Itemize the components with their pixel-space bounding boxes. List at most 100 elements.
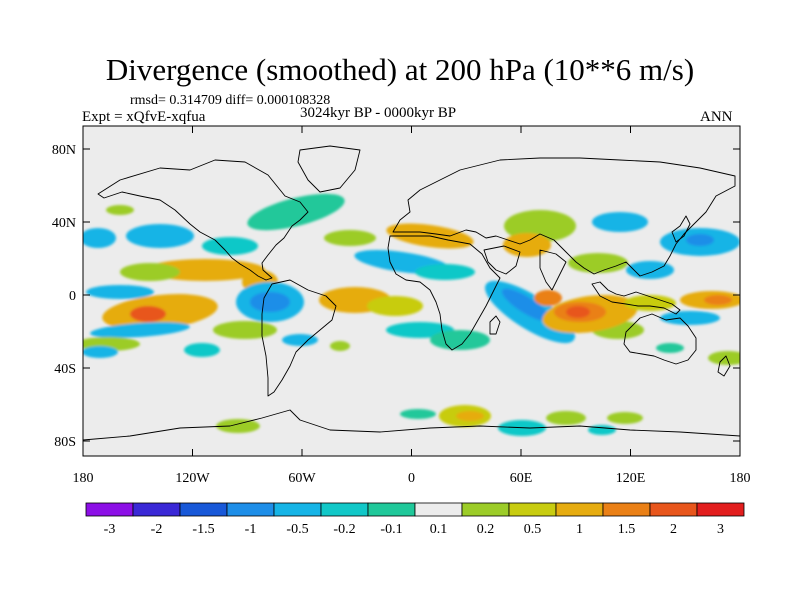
colorbar — [85, 502, 745, 517]
field-patch — [534, 290, 562, 306]
field-patch — [83, 228, 116, 248]
lon-label-180e: 180 — [730, 471, 751, 486]
field-patch — [430, 330, 490, 350]
field-patch — [503, 233, 551, 257]
season-label: ANN — [700, 109, 733, 125]
rmsd-diff-stats: rmsd= 0.314709 diff= 0.000108328 — [130, 93, 331, 108]
colorbar-box — [508, 502, 557, 517]
lon-label-180w: 180 — [73, 471, 94, 486]
lon-label-120w: 120W — [175, 471, 210, 486]
field-patch — [568, 253, 628, 273]
colorbar-label: 2 — [670, 522, 677, 537]
colorbar-box — [85, 502, 134, 517]
coast-arabia — [483, 245, 521, 275]
colorbar-box — [367, 502, 416, 517]
field-patch — [90, 322, 190, 338]
field-patch — [202, 237, 258, 255]
field-patch — [592, 212, 648, 232]
colorbar-label: -2 — [151, 522, 163, 537]
field-patch — [546, 411, 586, 425]
field-patch — [86, 285, 154, 299]
colorbar-label: -1.5 — [192, 522, 214, 537]
field-patch — [626, 261, 674, 279]
field-patch — [213, 321, 277, 339]
field-patch — [456, 411, 484, 421]
field-patch — [184, 343, 220, 357]
field-patch — [330, 341, 350, 351]
field-patch — [367, 296, 423, 316]
colorbar-box — [649, 502, 698, 517]
coast-maritime-continent — [591, 281, 681, 315]
lat-label-40s: 40S — [54, 362, 76, 377]
colorbar-box — [555, 502, 604, 517]
colorbar-label: 1 — [576, 522, 583, 537]
field-patch — [686, 234, 714, 246]
colorbar-label: -3 — [104, 522, 116, 537]
coast-madagascar — [489, 315, 501, 335]
colorbar-label: 0.2 — [477, 522, 495, 537]
field-patch — [216, 419, 260, 433]
colorbar-box — [696, 502, 745, 517]
experiment-label: Expt = xQfvE-xqfua — [82, 109, 206, 125]
field-patch — [126, 224, 194, 248]
colorbar-label: -1 — [245, 522, 257, 537]
coast-japan — [671, 215, 691, 243]
lon-ticks — [82, 126, 741, 456]
field-patch — [708, 351, 740, 365]
colorbar-label: -0.1 — [380, 522, 402, 537]
lon-label-60w: 60W — [288, 471, 316, 486]
coast-india — [539, 249, 567, 291]
period-label: 3024kyr BP - 0000kyr BP — [300, 105, 457, 121]
colorbar-label: 3 — [717, 522, 724, 537]
field-patch — [566, 306, 590, 318]
plot-title: Divergence (smoothed) at 200 hPa (10**6 … — [105, 52, 695, 87]
map-background — [83, 126, 740, 456]
coast-australia — [623, 313, 697, 365]
colorbar-box — [273, 502, 322, 517]
colorbar-box — [226, 502, 275, 517]
field-patch — [282, 334, 318, 346]
lon-label-60e: 60E — [510, 471, 533, 486]
coast-north-america — [97, 159, 309, 281]
colorbar-box — [461, 502, 510, 517]
field-patch — [588, 425, 616, 435]
coast-antarctica — [83, 409, 740, 441]
colorbar-box — [320, 502, 369, 517]
colorbar-box — [414, 502, 463, 517]
colorbar-box — [132, 502, 181, 517]
lat-ticks — [83, 148, 740, 442]
field-patch — [656, 343, 684, 353]
field-patch — [501, 288, 551, 322]
field-patch — [83, 346, 118, 358]
coast-greenland — [297, 145, 361, 193]
divergence-field — [83, 193, 740, 436]
field-patch — [106, 205, 134, 215]
lon-label-120e: 120E — [616, 471, 646, 486]
field-patch — [324, 230, 376, 246]
coast-eurasia — [392, 157, 736, 277]
lon-label-0: 0 — [408, 471, 415, 486]
coast-south-america — [261, 279, 337, 397]
field-patch — [400, 409, 436, 419]
colorbar-label: -0.5 — [286, 522, 308, 537]
lat-label-eq: 0 — [69, 289, 76, 304]
field-patch — [704, 295, 732, 305]
coast-new-zealand — [717, 355, 731, 377]
lat-label-80n: 80N — [52, 143, 76, 158]
field-patch — [660, 311, 720, 325]
colorbar-label: 0.1 — [430, 522, 448, 537]
colorbar-box — [602, 502, 651, 517]
colorbar-label: 1.5 — [618, 522, 636, 537]
field-patch — [247, 193, 345, 231]
lat-label-80s: 80S — [54, 435, 76, 450]
field-patch — [607, 412, 643, 424]
colorbar-labels: -3 -2 -1.5 -1 -0.5 -0.2 -0.1 0.1 0.2 0.5 1 1.5 2 3 — [104, 522, 724, 537]
coast-africa — [387, 235, 501, 351]
colorbar-box — [179, 502, 228, 517]
coastlines — [83, 145, 740, 441]
colorbar-label: -0.2 — [333, 522, 355, 537]
field-patch — [120, 263, 180, 281]
field-patch — [250, 292, 290, 312]
field-patch — [415, 264, 475, 280]
